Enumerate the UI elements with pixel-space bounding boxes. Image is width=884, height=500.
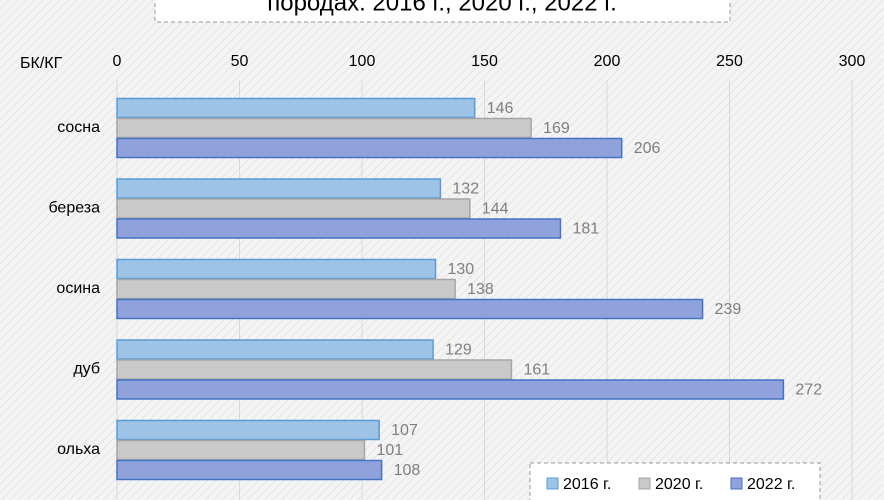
legend-swatch	[546, 477, 559, 490]
legend-label: 2022 г.	[747, 476, 795, 493]
bar	[116, 459, 383, 481]
data-label: 169	[543, 120, 570, 137]
y-tick-label: сосна	[57, 119, 100, 136]
data-label: 161	[523, 362, 550, 379]
bar	[116, 137, 623, 159]
data-label: 206	[634, 140, 661, 157]
x-tick-label: 250	[716, 53, 743, 70]
title-box	[154, 0, 731, 23]
legend-label: 2020 г.	[655, 476, 703, 493]
x-tick-label: 50	[231, 53, 249, 70]
legend-swatch	[730, 477, 743, 490]
x-tick-label: 150	[471, 53, 498, 70]
bar	[116, 278, 456, 300]
bar	[116, 439, 366, 461]
axis-label: БК/КГ	[20, 55, 63, 72]
data-label: 272	[795, 382, 822, 399]
bar	[116, 97, 476, 119]
data-label: 101	[376, 442, 403, 459]
x-tick-label: 200	[594, 53, 621, 70]
y-tick-label: ольха	[57, 441, 100, 458]
bar	[116, 379, 785, 400]
y-tick-label: дуб	[73, 361, 100, 378]
chart-title: породах. 2016 г., 2020 г., 2022 г.	[267, 0, 617, 16]
data-label: 181	[572, 221, 599, 238]
data-label: 138	[467, 281, 494, 298]
bar	[116, 198, 471, 219]
data-label: 239	[715, 301, 742, 318]
legend-label: 2016 г.	[563, 476, 611, 493]
bar	[116, 339, 434, 360]
bar	[116, 359, 513, 380]
y-tick-label: осина	[56, 280, 100, 297]
data-label: 107	[391, 422, 418, 439]
bar	[116, 298, 704, 320]
data-label: 144	[482, 201, 509, 218]
y-tick-label: береза	[48, 200, 100, 217]
bar	[116, 218, 562, 239]
legend-swatch	[638, 477, 651, 490]
data-label: 108	[394, 462, 421, 479]
data-label: 130	[448, 261, 475, 278]
bar	[116, 419, 380, 441]
data-label: 129	[445, 342, 472, 359]
legend-box	[529, 462, 821, 500]
bar	[116, 178, 442, 199]
bar	[116, 117, 532, 139]
x-tick-label: 0	[113, 53, 122, 70]
data-label: 146	[487, 100, 514, 117]
x-tick-label: 300	[839, 53, 866, 70]
x-tick-label: 100	[349, 53, 376, 70]
bar	[116, 258, 437, 280]
data-label: 132	[452, 181, 479, 198]
